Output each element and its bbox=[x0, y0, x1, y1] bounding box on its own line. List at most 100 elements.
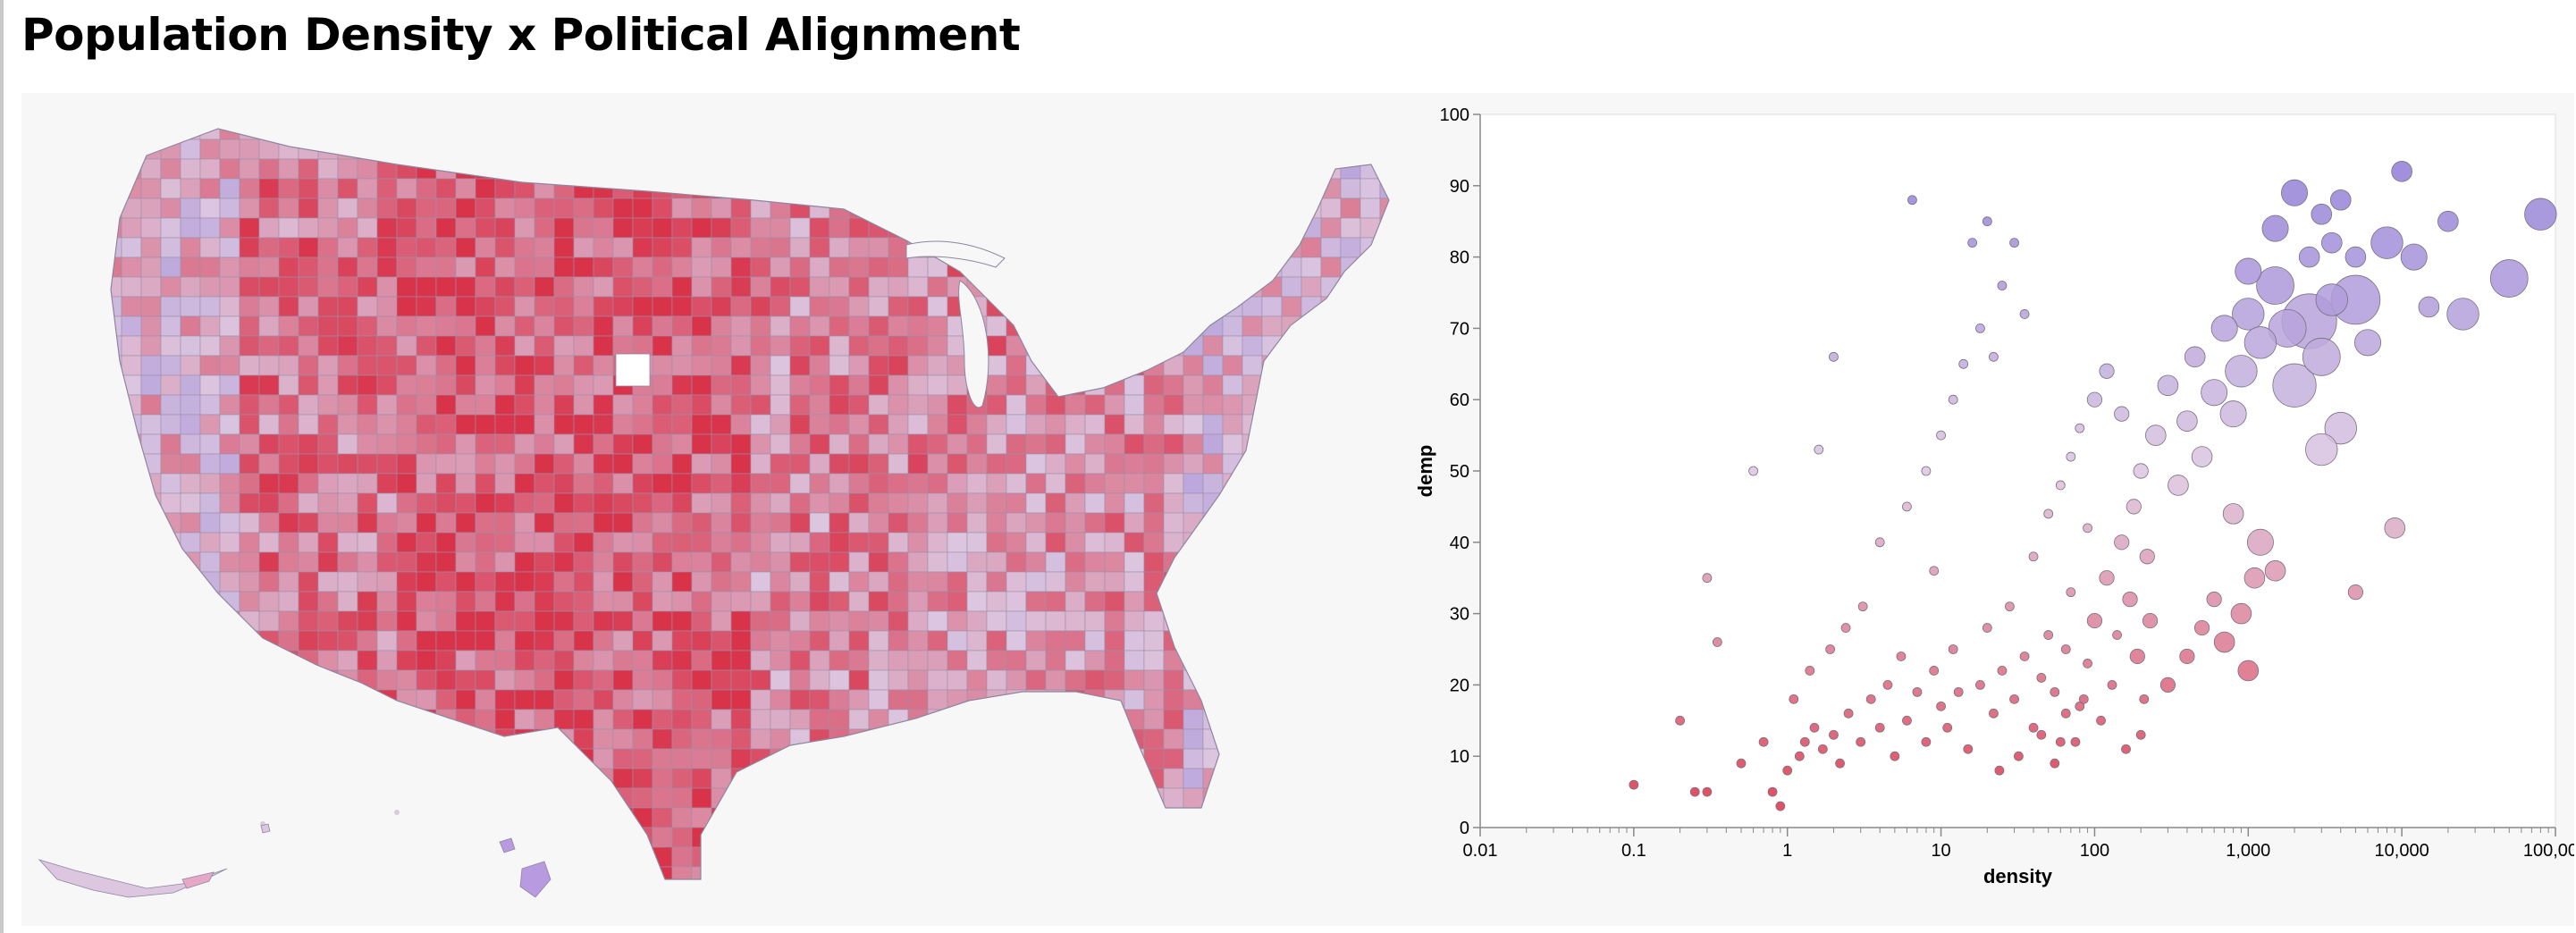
scatter-point[interactable] bbox=[1948, 644, 1958, 654]
scatter-point[interactable] bbox=[2446, 298, 2479, 331]
scatter-point[interactable] bbox=[2078, 693, 2089, 704]
scatter-point[interactable] bbox=[1829, 729, 1839, 740]
scatter-point[interactable] bbox=[2311, 203, 2333, 225]
scatter-point[interactable] bbox=[2237, 660, 2260, 682]
scatter-point[interactable] bbox=[1629, 779, 1639, 790]
scatter-point[interactable] bbox=[2055, 736, 2066, 747]
scatter-point[interactable] bbox=[2083, 659, 2092, 668]
scatter-point[interactable] bbox=[2184, 346, 2206, 368]
scatter-point[interactable] bbox=[2043, 509, 2054, 519]
scatter-point[interactable] bbox=[2384, 517, 2406, 539]
scatter-point[interactable] bbox=[2225, 355, 2258, 388]
scatter-point[interactable] bbox=[2230, 602, 2252, 625]
scatter-point[interactable] bbox=[1882, 680, 1893, 690]
scatter-point[interactable] bbox=[2222, 503, 2244, 525]
scatter-point[interactable] bbox=[1989, 708, 1999, 719]
scatter-point[interactable] bbox=[2139, 549, 2155, 565]
scatter-point[interactable] bbox=[2354, 329, 2382, 357]
scatter-point[interactable] bbox=[1907, 195, 1917, 206]
scatter-point[interactable] bbox=[2320, 231, 2343, 254]
scatter-point[interactable] bbox=[1675, 715, 1685, 726]
scatter-point[interactable] bbox=[1874, 537, 1885, 548]
scatter-point[interactable] bbox=[1982, 623, 1992, 633]
scatter-point[interactable] bbox=[2344, 246, 2367, 268]
scatter-point[interactable] bbox=[2157, 374, 2179, 397]
scatter-point[interactable] bbox=[2043, 630, 2054, 640]
scatter-point[interactable] bbox=[1890, 751, 1900, 761]
us-county-choropleth-map[interactable] bbox=[21, 93, 1452, 926]
scatter-point[interactable] bbox=[1997, 666, 2008, 676]
scatter-point[interactable] bbox=[2036, 729, 2047, 740]
scatter-point[interactable] bbox=[2193, 619, 2210, 636]
scatter-point[interactable] bbox=[2179, 648, 2195, 665]
scatter-point[interactable] bbox=[1840, 623, 1851, 633]
scatter-point[interactable] bbox=[2243, 567, 2266, 589]
scatter-point[interactable] bbox=[2524, 198, 2557, 231]
scatter-point[interactable] bbox=[2086, 612, 2103, 629]
scatter-point[interactable] bbox=[2206, 592, 2222, 608]
scatter-point[interactable] bbox=[2126, 499, 2142, 515]
density-demp-scatterplot[interactable]: 0 10 20 30 40 50 60 70 80 90 100 0.01 0.1 1 10 100 1,00… bbox=[21, 93, 2574, 926]
scatter-point[interactable] bbox=[2400, 243, 2428, 271]
scatter-point[interactable] bbox=[2099, 570, 2115, 586]
scatter-point[interactable] bbox=[2055, 480, 2066, 491]
scatter-point[interactable] bbox=[2005, 601, 2015, 612]
scatter-point[interactable] bbox=[2264, 559, 2286, 582]
scatter-point[interactable] bbox=[1794, 751, 1805, 761]
scatter-point[interactable] bbox=[1921, 466, 1932, 476]
scatter-point[interactable] bbox=[2099, 363, 2115, 379]
scatter-point[interactable] bbox=[2070, 736, 2081, 747]
scatter-point[interactable] bbox=[1814, 444, 1824, 455]
scatter-point[interactable] bbox=[2050, 758, 2060, 769]
scatter-point[interactable] bbox=[2112, 630, 2122, 640]
scatter-point[interactable] bbox=[1782, 765, 1793, 776]
scatter-point[interactable] bbox=[2142, 612, 2159, 629]
scatter-point[interactable] bbox=[1835, 758, 1845, 769]
scatter-point[interactable] bbox=[1689, 786, 1700, 797]
scatter-point[interactable] bbox=[1799, 736, 1810, 747]
scatter-point[interactable] bbox=[2391, 161, 2412, 182]
scatter-point[interactable] bbox=[1982, 216, 1992, 227]
scatter-point[interactable] bbox=[2298, 246, 2320, 268]
scatter-point[interactable] bbox=[2019, 651, 2030, 661]
scatter-point[interactable] bbox=[1758, 736, 1769, 747]
scatter-point[interactable] bbox=[2133, 463, 2149, 479]
scatter-point[interactable] bbox=[1712, 637, 1722, 647]
scatter-point[interactable] bbox=[2009, 238, 2019, 248]
scatter-point[interactable] bbox=[2050, 686, 2060, 697]
scatter-point[interactable] bbox=[1963, 744, 1974, 754]
scatter-point[interactable] bbox=[2261, 214, 2289, 242]
scatter-point[interactable] bbox=[1975, 323, 1985, 333]
scatter-point[interactable] bbox=[2256, 266, 2294, 305]
scatter-point[interactable] bbox=[1829, 351, 1839, 362]
scatter-point[interactable] bbox=[1936, 430, 1946, 441]
scatter-point[interactable] bbox=[1997, 281, 2008, 290]
scatter-point[interactable] bbox=[2122, 592, 2138, 608]
scatter-point[interactable] bbox=[2329, 189, 2352, 211]
scatter-point[interactable] bbox=[2315, 283, 2348, 316]
scatter-point[interactable] bbox=[2145, 424, 2167, 446]
scatter-point[interactable] bbox=[2028, 551, 2039, 562]
scatter-point[interactable] bbox=[1948, 394, 1958, 405]
scatter-point[interactable] bbox=[1975, 680, 1985, 690]
scatter-point[interactable] bbox=[2036, 673, 2047, 683]
scatter-point[interactable] bbox=[2066, 451, 2076, 462]
scatter-point[interactable] bbox=[1843, 708, 1854, 719]
scatter-point[interactable] bbox=[1767, 786, 1778, 797]
scatter-point[interactable] bbox=[1789, 693, 1799, 704]
scatter-point[interactable] bbox=[2121, 744, 2131, 754]
scatter-point[interactable] bbox=[2135, 729, 2146, 740]
scatter-point[interactable] bbox=[1817, 744, 1828, 754]
scatter-point[interactable] bbox=[2028, 722, 2039, 733]
scatter-point[interactable] bbox=[2139, 693, 2150, 704]
scatter-point[interactable] bbox=[2219, 400, 2247, 428]
scatter-point[interactable] bbox=[2114, 534, 2130, 551]
scatter-point[interactable] bbox=[2019, 309, 2030, 319]
scatter-point[interactable] bbox=[2246, 528, 2274, 556]
scatter-point[interactable] bbox=[1702, 786, 1713, 797]
scatter-point[interactable] bbox=[1929, 666, 1940, 676]
scatter-point[interactable] bbox=[2096, 715, 2106, 726]
scatter-point[interactable] bbox=[1856, 736, 1866, 747]
scatter-point[interactable] bbox=[2201, 379, 2228, 407]
scatter-point[interactable] bbox=[2370, 226, 2403, 259]
